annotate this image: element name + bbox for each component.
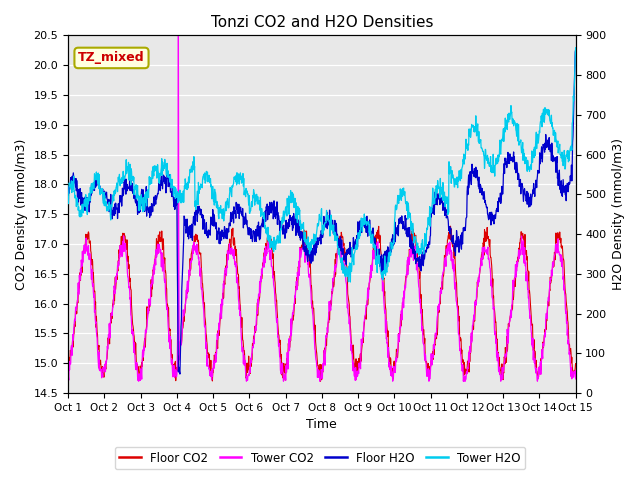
Tower CO2 <box>135 378 143 384</box>
Floor CO2 <box>387 368 395 373</box>
Line: Floor H2O: Floor H2O <box>68 50 575 374</box>
Title: Tonzi CO2 and H2O Densities: Tonzi CO2 and H2O Densities <box>211 15 433 30</box>
Text: TZ_mixed: TZ_mixed <box>78 51 145 64</box>
Y-axis label: CO2 Density (mmol/m3): CO2 Density (mmol/m3) <box>15 139 28 290</box>
Floor H2O <box>572 47 579 53</box>
Floor H2O <box>387 249 395 255</box>
Floor CO2 <box>519 233 527 239</box>
Floor CO2 <box>64 364 72 370</box>
Tower H2O <box>64 194 72 200</box>
Tower CO2 <box>362 302 370 308</box>
Line: Tower CO2: Tower CO2 <box>68 36 575 381</box>
Tower H2O <box>362 218 370 224</box>
Legend: Floor CO2, Tower CO2, Floor H2O, Tower H2O: Floor CO2, Tower CO2, Floor H2O, Tower H… <box>115 447 525 469</box>
Line: Floor CO2: Floor CO2 <box>68 226 575 381</box>
Tower H2O <box>442 193 449 199</box>
X-axis label: Time: Time <box>307 419 337 432</box>
Tower CO2 <box>235 297 243 302</box>
Floor H2O <box>64 184 72 190</box>
Floor CO2 <box>442 250 449 255</box>
Floor CO2 <box>317 378 324 384</box>
Tower H2O <box>387 239 395 245</box>
Tower CO2 <box>442 264 450 269</box>
Tower H2O <box>346 279 354 285</box>
Tower H2O <box>519 140 527 145</box>
Floor H2O <box>234 203 242 209</box>
Tower CO2 <box>175 241 182 247</box>
Floor H2O <box>442 210 449 216</box>
Floor H2O <box>362 215 370 220</box>
Tower CO2 <box>519 242 527 248</box>
Tower H2O <box>174 200 182 205</box>
Tower H2O <box>572 45 579 50</box>
Tower CO2 <box>388 363 396 369</box>
Tower H2O <box>234 173 241 179</box>
Tower CO2 <box>175 33 182 38</box>
Tower CO2 <box>572 376 579 382</box>
Y-axis label: H2O Density (mmol/m3): H2O Density (mmol/m3) <box>612 138 625 290</box>
Line: Tower H2O: Tower H2O <box>68 48 575 282</box>
Floor CO2 <box>174 364 182 370</box>
Floor H2O <box>174 340 182 346</box>
Floor CO2 <box>234 271 241 277</box>
Floor CO2 <box>362 312 370 318</box>
Floor CO2 <box>447 223 454 229</box>
Floor CO2 <box>572 360 579 366</box>
Floor H2O <box>176 371 184 377</box>
Tower CO2 <box>64 364 72 370</box>
Floor H2O <box>519 184 527 190</box>
